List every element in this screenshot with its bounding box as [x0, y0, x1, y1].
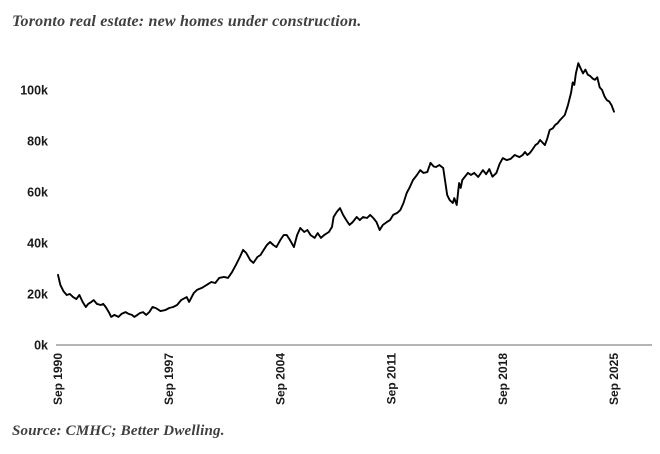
x-tick-label: Sep 2004: [273, 353, 287, 405]
y-tick-label: 60k: [27, 186, 48, 200]
x-tick-label: Sep 1990: [51, 353, 65, 405]
x-tick-label: Sep 2018: [496, 353, 510, 405]
data-line-under-construction: [57, 62, 615, 318]
y-tick-label: 100k: [20, 84, 48, 98]
y-tick-label: 0k: [34, 339, 48, 353]
x-tick-label: Sep 1997: [162, 353, 176, 405]
y-tick-label: 80k: [27, 135, 48, 149]
y-tick-label: 40k: [27, 237, 48, 251]
x-tick-label: Sep 2011: [385, 353, 399, 405]
source-note: Source: CMHC; Better Dwelling.: [12, 423, 225, 439]
chart-title: Toronto real estate: new homes under con…: [12, 13, 362, 30]
x-tick-label: Sep 2025: [607, 353, 621, 405]
y-tick-label: 20k: [27, 288, 48, 302]
